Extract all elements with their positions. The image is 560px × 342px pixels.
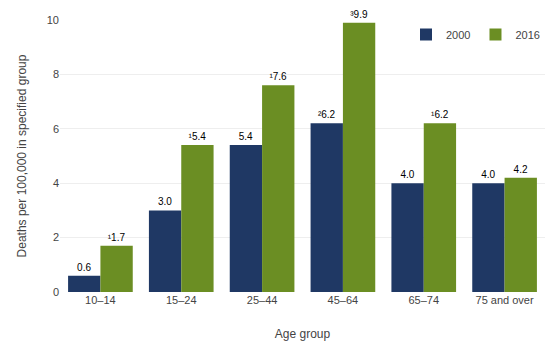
svg-text:0.6: 0.6 — [77, 262, 91, 273]
svg-text:¹7.6: ¹7.6 — [269, 71, 287, 82]
svg-text:Deaths per 100,000 in specifie: Deaths per 100,000 in specified group — [15, 54, 29, 257]
svg-text:10: 10 — [47, 14, 59, 26]
svg-text:2: 2 — [53, 231, 59, 243]
svg-text:3.0: 3.0 — [158, 196, 172, 207]
svg-text:4: 4 — [53, 177, 59, 189]
svg-text:³9.9: ³9.9 — [350, 9, 368, 20]
svg-text:4.0: 4.0 — [481, 169, 495, 180]
svg-text:4.2: 4.2 — [514, 164, 528, 175]
svg-text:¹1.7: ¹1.7 — [108, 232, 126, 243]
svg-text:Age group: Age group — [275, 327, 331, 341]
svg-text:75 and over: 75 and over — [476, 294, 534, 306]
svg-text:8: 8 — [53, 68, 59, 80]
svg-text:10–14: 10–14 — [85, 294, 116, 306]
svg-text:¹5.4: ¹5.4 — [189, 131, 207, 142]
svg-text:0: 0 — [53, 286, 59, 298]
svg-text:15–24: 15–24 — [166, 294, 197, 306]
svg-text:6: 6 — [53, 123, 59, 135]
svg-text:²6.2: ²6.2 — [318, 109, 336, 120]
svg-text:¹6.2: ¹6.2 — [431, 109, 449, 120]
svg-text:4.0: 4.0 — [400, 169, 414, 180]
svg-text:5.4: 5.4 — [239, 131, 253, 142]
svg-text:2016: 2016 — [515, 29, 539, 41]
svg-text:45–64: 45–64 — [328, 294, 359, 306]
svg-text:65–74: 65–74 — [408, 294, 439, 306]
svg-text:2000: 2000 — [446, 29, 470, 41]
svg-text:25–44: 25–44 — [247, 294, 278, 306]
